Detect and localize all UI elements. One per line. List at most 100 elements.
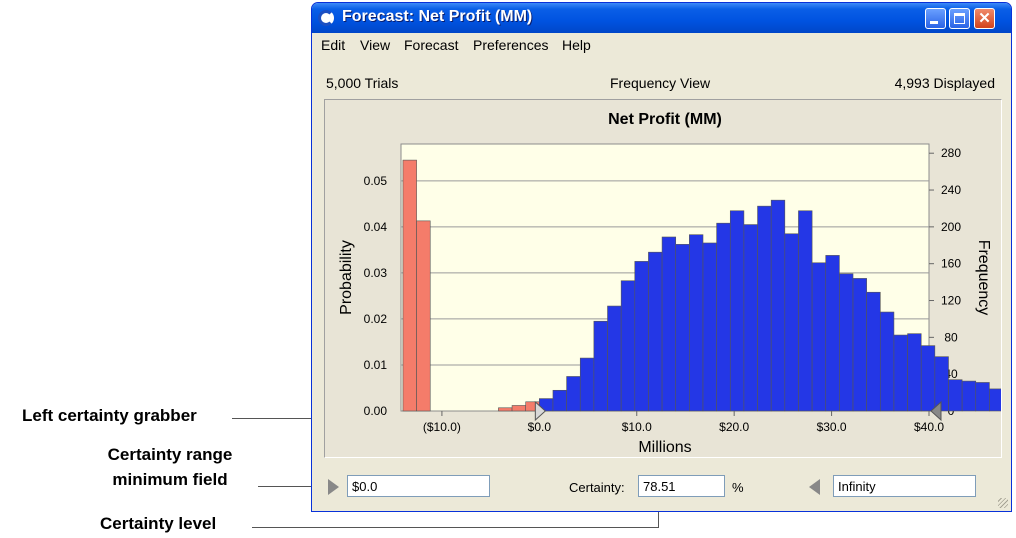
max-grabber-icon[interactable] (809, 479, 820, 495)
y-right-tick-label: 200 (941, 220, 961, 234)
minimize-button[interactable] (925, 8, 946, 29)
histogram-bar (675, 244, 690, 412)
close-icon: ✕ (978, 10, 991, 27)
certainty-label: Certainty: (569, 480, 625, 495)
histogram-bar (852, 278, 867, 412)
histogram-bar (566, 376, 581, 412)
resize-grip-icon[interactable] (998, 498, 1008, 508)
window-title: Forecast: Net Profit (MM) (342, 8, 533, 25)
histogram-bar (593, 320, 608, 412)
x-axis-title: Millions (638, 439, 691, 456)
y-right-tick-label: 120 (941, 294, 961, 308)
certainty-level-annotation: Certainty level (100, 514, 217, 533)
histogram-bar (825, 255, 840, 412)
y-right-axis-title: Frequency (975, 240, 992, 316)
percent-sign: % (732, 480, 744, 495)
histogram-bar (607, 305, 622, 412)
trials-count: 5,000 Trials (326, 75, 399, 91)
histogram-bar (920, 345, 936, 412)
histogram-bar (798, 210, 813, 412)
certainty-range-min-field[interactable]: $0.0 (347, 475, 490, 497)
certainty-level-leader-vertical (658, 500, 659, 527)
left-certainty-grabber-icon[interactable] (534, 400, 547, 422)
x-tick-label: $10.0 (622, 420, 652, 434)
maximize-button[interactable] (949, 8, 970, 29)
y-tick-label: 0.00 (364, 404, 388, 418)
minimize-icon (930, 21, 938, 24)
x-tick-label: $40.0 (914, 420, 944, 434)
histogram-bar (579, 357, 595, 412)
histogram-bar (634, 261, 649, 412)
histogram-bar (552, 389, 567, 412)
certainty-level-field[interactable]: 78.51 (638, 475, 725, 497)
view-mode: Frequency View (610, 75, 711, 91)
histogram-bar (811, 262, 827, 412)
histogram-bar (893, 334, 908, 412)
y-right-tick-label: 80 (944, 330, 958, 344)
histogram-bar (416, 220, 431, 412)
right-certainty-grabber-icon[interactable] (930, 400, 942, 422)
x-tick-label: $30.0 (817, 420, 847, 434)
certainty-range-max-field[interactable]: Infinity (833, 475, 976, 497)
chart-title: Net Profit (MM) (608, 111, 722, 128)
menu-forecast[interactable]: Forecast (404, 37, 459, 53)
certainty-controls: $0.0 Certainty: 78.51 % Infinity (312, 473, 1011, 503)
y-right-tick-label: 160 (941, 257, 961, 271)
y-tick-label: 0.02 (364, 312, 388, 326)
y-axis-title: Probability (338, 240, 355, 315)
x-tick-label: $0.0 (528, 420, 552, 434)
histogram-bar (702, 242, 717, 412)
histogram-bar (866, 291, 881, 412)
menu-preferences[interactable]: Preferences (473, 37, 549, 53)
maximize-icon (954, 13, 965, 24)
range-min-annotation-line2: minimum field (112, 470, 228, 489)
y-right-tick-label: 280 (941, 146, 961, 160)
crystal-ball-app-icon (318, 10, 334, 26)
y-tick-label: 0.03 (364, 266, 388, 280)
range-min-leader-line (258, 486, 316, 487)
menu-view[interactable]: View (360, 37, 391, 53)
histogram-bar (757, 205, 772, 412)
menu-help[interactable]: Help (562, 37, 591, 53)
histogram-bar (620, 280, 636, 412)
histogram-bar (716, 222, 731, 412)
min-grabber-icon[interactable] (328, 479, 339, 495)
histogram-bar (784, 233, 799, 412)
histogram-bar (989, 388, 1004, 412)
histogram-bar (661, 236, 677, 412)
histogram-bar (934, 356, 949, 412)
y-tick-label: 0.04 (364, 220, 388, 234)
histogram-bar (648, 251, 663, 412)
certainty-level-leader-line (252, 527, 659, 528)
histogram-bar (743, 224, 758, 412)
status-row: 5,000 Trials Frequency View 4,993 Displa… (312, 61, 1011, 91)
forecast-chart: Net Profit (MM)0.000.010.020.030.040.050… (338, 111, 1011, 456)
histogram-bar (729, 210, 745, 412)
y-right-tick-label: 240 (941, 183, 961, 197)
close-button[interactable]: ✕ (974, 8, 995, 29)
forecast-window: Forecast: Net Profit (MM) ✕ Edit View Fo… (311, 2, 1012, 512)
histogram-bar (498, 407, 513, 412)
histogram-bar (879, 311, 895, 412)
histogram-bar (961, 380, 977, 412)
range-min-field-annotation: Certainty range minimum field (90, 442, 250, 492)
chart-panel: Net Profit (MM)0.000.010.020.030.040.050… (324, 99, 1011, 458)
range-min-annotation-line1: Certainty range (107, 445, 233, 464)
histogram-bar (839, 273, 854, 412)
left-grabber-annotation: Left certainty grabber (22, 406, 197, 425)
x-tick-label: $20.0 (719, 420, 749, 434)
menu-edit[interactable]: Edit (321, 37, 346, 53)
y-tick-label: 0.01 (364, 358, 388, 372)
menu-bar: Edit View Forecast Preferences Help (312, 33, 1011, 55)
x-tick-label: ($10.0) (423, 420, 461, 434)
histogram-bar (689, 234, 704, 412)
histogram-bar (402, 159, 417, 412)
histogram-bar (511, 405, 526, 412)
histogram-bar (948, 379, 963, 412)
displayed-count: 4,993 Displayed (894, 75, 995, 91)
histogram-bar (907, 333, 922, 412)
histogram-bar (975, 382, 990, 412)
title-bar[interactable]: Forecast: Net Profit (MM) ✕ (312, 3, 1011, 33)
histogram-bar (770, 199, 786, 412)
y-tick-label: 0.05 (364, 174, 388, 188)
